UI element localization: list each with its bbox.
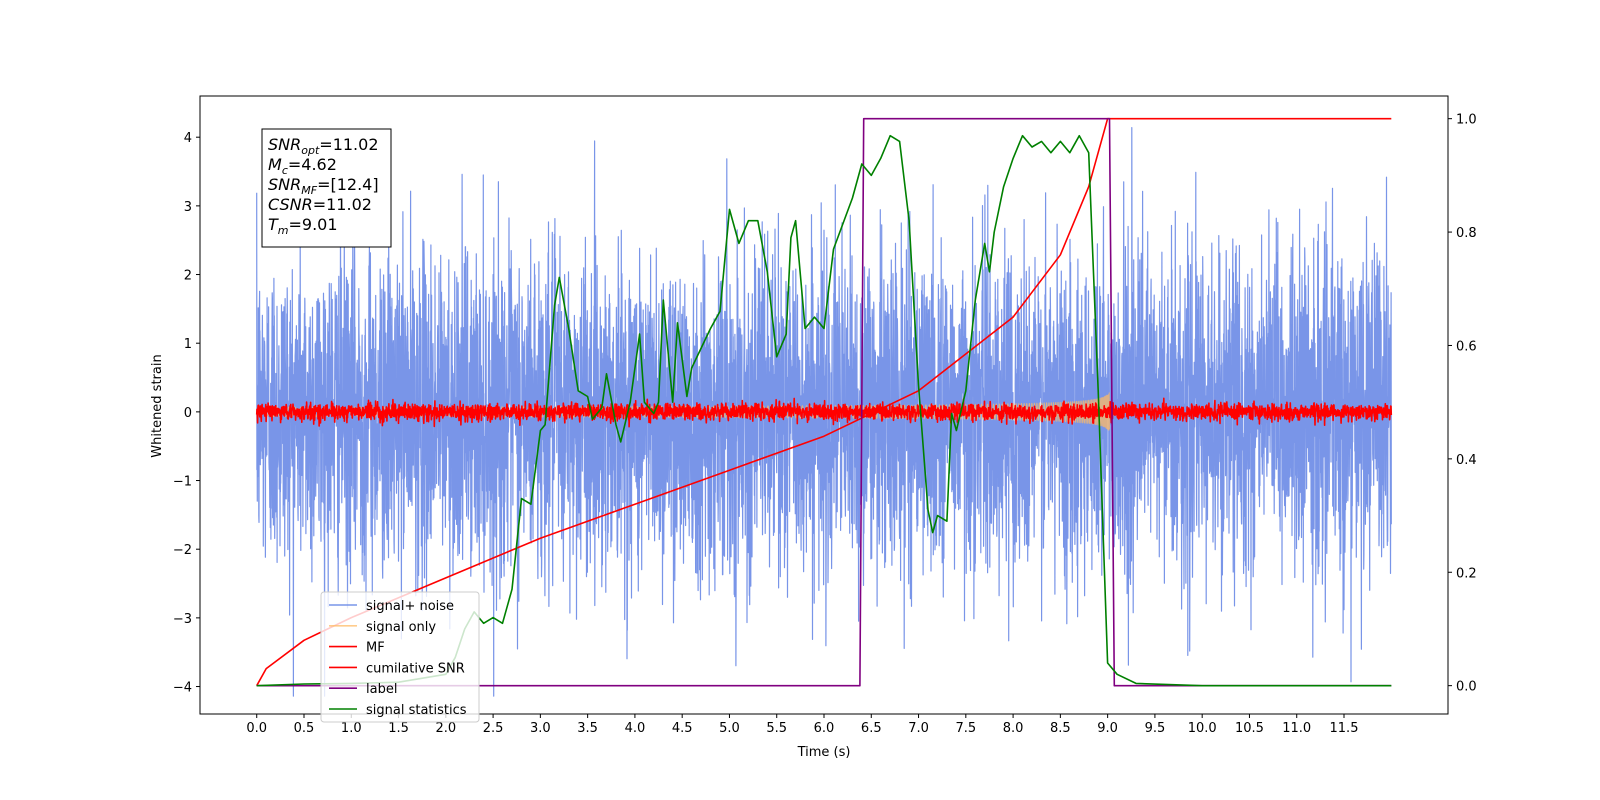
x-tick-label: 2.0: [435, 721, 456, 736]
legend-label: MF: [366, 641, 385, 656]
info-box-frame: [261, 128, 392, 248]
x-tick-label: 11.0: [1282, 721, 1311, 736]
x-tick-label: 7.0: [908, 721, 929, 736]
x-tick-label: 3.5: [577, 721, 598, 736]
x-tick-label: 8.0: [1003, 721, 1024, 736]
y2-tick-label: 1.0: [1456, 113, 1477, 128]
x-tick-label: 9.5: [1145, 721, 1166, 736]
series-mf-line: [255, 397, 1393, 428]
series-cumilative-snr-line: [256, 117, 1392, 687]
x-tick-label: 10.5: [1235, 721, 1264, 736]
y2-tick-label: 0.6: [1456, 339, 1477, 354]
y2-tick-label: 0.8: [1456, 226, 1477, 241]
info-box: SNRopt=11.02Mc=4.62SNRMF=[12.4]CSNR=11.0…: [261, 128, 392, 248]
x-tick-label: 3.0: [530, 721, 551, 736]
series-signal-noise-line: [256, 127, 1392, 697]
x-tick-label: 10.0: [1188, 721, 1217, 736]
x-tick-label: 4.0: [625, 721, 646, 736]
x-tick-label: 5.5: [766, 721, 787, 736]
x-tick-label: 4.5: [672, 721, 693, 736]
y2-tick-label: 0.2: [1456, 566, 1477, 581]
x-axis: 0.0 0.5 1.0 1.5 2.0 2.5 3.0 3.5 4.0 4.5 5.0 5.5 6.0 6…: [246, 714, 1358, 736]
x-tick-label: 2.5: [483, 721, 504, 736]
x-tick-label: 0.0: [246, 721, 267, 736]
y-axis-label: Whitened strain: [150, 354, 165, 457]
y-tick-label: 4: [184, 131, 192, 146]
x-tick-label: 6.5: [861, 721, 882, 736]
info-line: Tm=9.01: [268, 215, 338, 237]
y-tick-label: −2: [173, 543, 192, 558]
y-axis-right: 0.0 0.2 0.4 0.6 0.8 1.0: [1448, 113, 1477, 695]
legend-label: signal only: [366, 620, 436, 635]
y-axis-left: −4 −3 −2 −1 0 1 2 3 4: [173, 131, 200, 696]
x-tick-label: 11.5: [1330, 721, 1359, 736]
y-tick-label: 2: [184, 269, 192, 284]
x-tick-label: 0.5: [294, 721, 315, 736]
info-line: Mc=4.62: [268, 155, 337, 177]
y2-tick-label: 0.0: [1456, 680, 1477, 695]
x-axis-label: Time (s): [797, 745, 851, 760]
legend-label: signal+ noise: [366, 599, 454, 614]
series-layer: [255, 117, 1393, 697]
x-tick-label: 6.0: [814, 721, 835, 736]
y-tick-label: 1: [184, 337, 192, 352]
info-line: CSNR=11.02: [268, 195, 372, 214]
y2-tick-label: 0.4: [1456, 453, 1477, 468]
x-tick-label: 1.5: [388, 721, 409, 736]
x-tick-label: 7.5: [955, 721, 976, 736]
info-line: SNRMF=[12.4]: [268, 175, 379, 197]
legend: signal+ noise signal only MF cumilative SNR…: [320, 591, 480, 723]
legend-label: signal statistics: [366, 703, 467, 718]
x-tick-label: 8.5: [1050, 721, 1071, 736]
info-line: SNRopt=11.02: [268, 135, 379, 157]
y-tick-label: −1: [173, 475, 192, 490]
x-tick-label: 5.0: [719, 721, 740, 736]
y-tick-label: 0: [184, 406, 192, 421]
legend-frame: [320, 591, 480, 723]
y-tick-label: −4: [173, 681, 192, 696]
legend-label: cumilative SNR: [366, 661, 465, 676]
x-tick-label: 9.0: [1097, 721, 1118, 736]
y-tick-label: 3: [184, 200, 192, 215]
series-label-line: [256, 117, 1392, 687]
x-tick-label: 1.0: [341, 721, 362, 736]
series-signal-statistics-line: [256, 134, 1392, 687]
y-tick-label: −3: [173, 612, 192, 627]
legend-label: label: [366, 682, 397, 697]
